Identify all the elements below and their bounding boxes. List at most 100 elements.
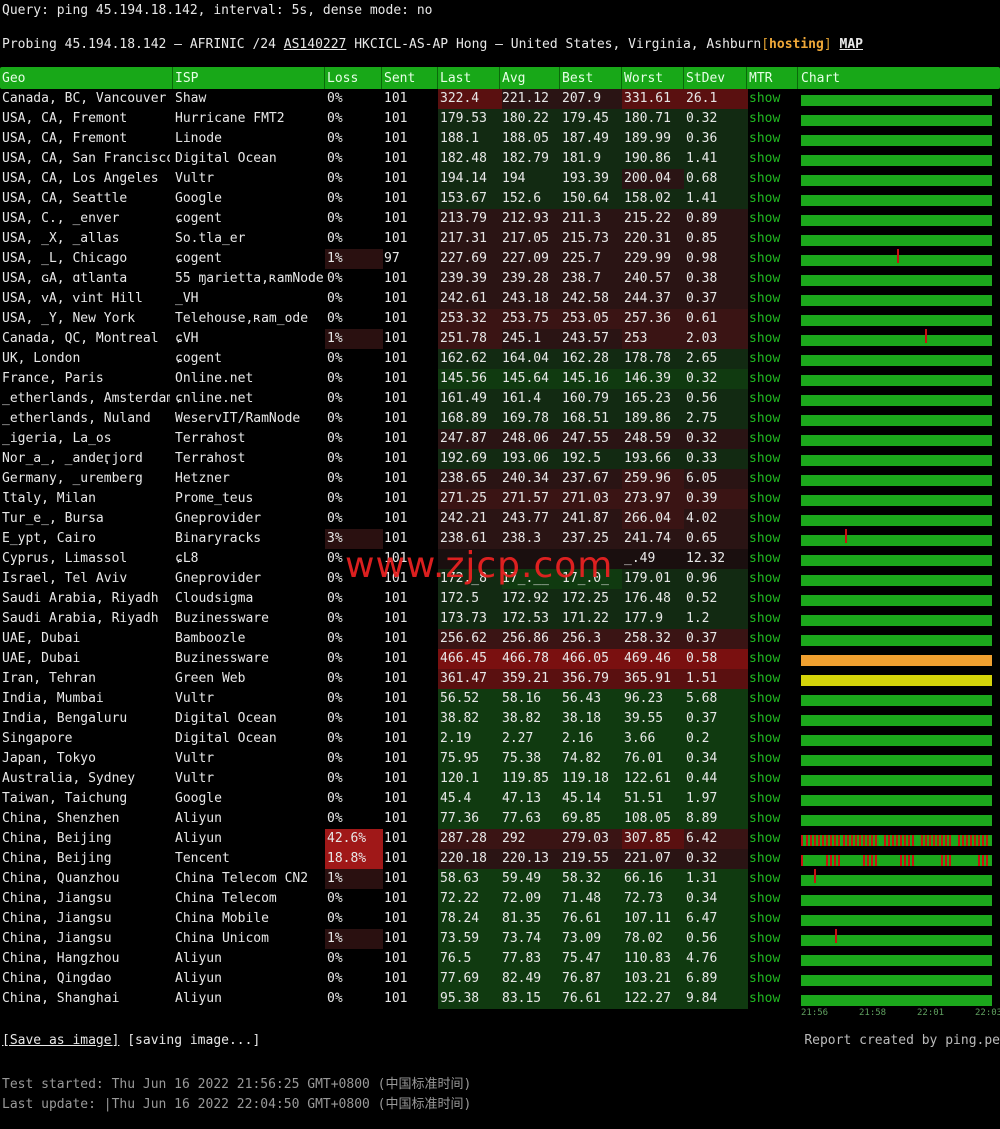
- mtr-show-link[interactable]: show: [749, 391, 781, 406]
- table-row: UAE, Dubai Bamboozle 0% 101 256.62 256.86 256.…: [0, 629, 1000, 649]
- latency-bar: [801, 95, 992, 106]
- cell-sent: 101: [384, 631, 408, 646]
- cell-last: 242.61: [438, 289, 502, 309]
- mtr-show-link[interactable]: show: [749, 691, 781, 706]
- loss-spike: [814, 835, 816, 846]
- cell-stdev: 6.42: [684, 829, 748, 849]
- cell-stdev: 8.89: [684, 809, 748, 829]
- mtr-show-link[interactable]: show: [749, 271, 781, 286]
- mtr-show-link[interactable]: show: [749, 451, 781, 466]
- mtr-show-link[interactable]: show: [749, 771, 781, 786]
- mtr-show-link[interactable]: show: [749, 851, 781, 866]
- bracket-close: ]: [823, 37, 832, 52]
- cell-isp: Aliyun: [175, 971, 222, 986]
- table-row: Canada, BC, Vancouver Shaw 0% 101 322.4 221.1…: [0, 89, 1000, 109]
- cell-sent: 101: [384, 211, 408, 226]
- header-mtr: MTR: [749, 71, 773, 86]
- cell-last: 271.25: [438, 489, 502, 509]
- latency-bar: [801, 815, 992, 826]
- cell-worst: 72.73: [622, 889, 684, 909]
- loss-spike: [875, 835, 877, 846]
- mtr-show-link[interactable]: show: [749, 731, 781, 746]
- mtr-show-link[interactable]: show: [749, 991, 781, 1006]
- mtr-show-link[interactable]: show: [749, 931, 781, 946]
- latency-bar: [801, 355, 992, 366]
- cell-last: 322.4: [438, 89, 502, 109]
- mtr-show-link[interactable]: show: [749, 711, 781, 726]
- save-as-image-link[interactable]: [Save as image]: [2, 1033, 120, 1048]
- cell-stdev: 0.61: [684, 309, 748, 329]
- mtr-show-link[interactable]: show: [749, 91, 781, 106]
- header-divider: [559, 67, 560, 89]
- loss-spike: [978, 835, 980, 846]
- mtr-show-link[interactable]: show: [749, 911, 781, 926]
- cell-isp: Aliyun: [175, 811, 222, 826]
- mtr-show-link[interactable]: show: [749, 331, 781, 346]
- latency-bar: [801, 955, 992, 966]
- mtr-show-link[interactable]: show: [749, 151, 781, 166]
- map-link[interactable]: MAP: [839, 37, 863, 52]
- chart-cell: [801, 869, 992, 889]
- cell-loss: 0%: [327, 91, 343, 106]
- mtr-show-link[interactable]: show: [749, 571, 781, 586]
- mtr-show-link[interactable]: show: [749, 511, 781, 526]
- cell-worst: 158.02: [622, 189, 684, 209]
- mtr-show-link[interactable]: show: [749, 191, 781, 206]
- mtr-show-link[interactable]: show: [749, 131, 781, 146]
- mtr-show-link[interactable]: show: [749, 171, 781, 186]
- cell-stdev: 5.68: [684, 689, 748, 709]
- cell-best: 76.61: [560, 909, 624, 929]
- mtr-show-link[interactable]: show: [749, 211, 781, 226]
- loss-spike: [884, 835, 886, 846]
- cell-stdev: 0.96: [684, 569, 748, 589]
- mtr-show-link[interactable]: show: [749, 351, 781, 366]
- mtr-show-link[interactable]: show: [749, 751, 781, 766]
- mtr-show-link[interactable]: show: [749, 611, 781, 626]
- cell-loss: 0%: [327, 951, 343, 966]
- cell-loss: 1%: [325, 869, 383, 889]
- mtr-show-link[interactable]: show: [749, 231, 781, 246]
- cell-geo: USA, ̲X, ̲allas: [2, 231, 120, 246]
- mtr-show-link[interactable]: show: [749, 291, 781, 306]
- probing-line: Probing 45.194.18.142 – AFRINIC /24 AS14…: [2, 37, 863, 52]
- mtr-show-link[interactable]: show: [749, 411, 781, 426]
- chart-cell: [801, 609, 992, 629]
- loss-spike: [830, 855, 832, 866]
- probing-prefix: Probing 45.194.18.142 – AFRINIC /24: [2, 37, 276, 52]
- mtr-show-link[interactable]: show: [749, 251, 781, 266]
- loss-spike: [863, 855, 865, 866]
- cell-sent: 101: [384, 731, 408, 746]
- latency-bar: [801, 975, 992, 986]
- mtr-show-link[interactable]: show: [749, 671, 781, 686]
- mtr-show-link[interactable]: show: [749, 791, 781, 806]
- asn-link[interactable]: AS140227: [283, 37, 347, 52]
- cell-best: 74.82: [560, 749, 624, 769]
- mtr-show-link[interactable]: show: [749, 811, 781, 826]
- latency-bar: [801, 755, 992, 766]
- mtr-show-link[interactable]: show: [749, 431, 781, 446]
- cell-last: 192.69: [438, 449, 502, 469]
- mtr-show-link[interactable]: show: [749, 951, 781, 966]
- mtr-show-link[interactable]: show: [749, 971, 781, 986]
- mtr-show-link[interactable]: show: [749, 891, 781, 906]
- hosting-link[interactable]: hosting: [769, 37, 824, 52]
- mtr-show-link[interactable]: show: [749, 111, 781, 126]
- cell-worst: 221.07: [622, 849, 684, 869]
- cell-last: 173.73: [438, 609, 502, 629]
- cell-loss: 0%: [327, 651, 343, 666]
- mtr-show-link[interactable]: show: [749, 591, 781, 606]
- mtr-show-link[interactable]: show: [749, 311, 781, 326]
- cell-loss: 1%: [325, 929, 383, 949]
- mtr-show-link[interactable]: show: [749, 371, 781, 386]
- cell-best: 211.3: [560, 209, 624, 229]
- cell-best: 76.87: [560, 969, 624, 989]
- mtr-show-link[interactable]: show: [749, 651, 781, 666]
- mtr-show-link[interactable]: show: [749, 631, 781, 646]
- mtr-show-link[interactable]: show: [749, 531, 781, 546]
- mtr-show-link[interactable]: show: [749, 551, 781, 566]
- mtr-show-link[interactable]: show: [749, 831, 781, 846]
- mtr-show-link[interactable]: show: [749, 871, 781, 886]
- mtr-show-link[interactable]: show: [749, 491, 781, 506]
- mtr-show-link[interactable]: show: [749, 471, 781, 486]
- cell-geo: China, Beijing: [2, 831, 112, 846]
